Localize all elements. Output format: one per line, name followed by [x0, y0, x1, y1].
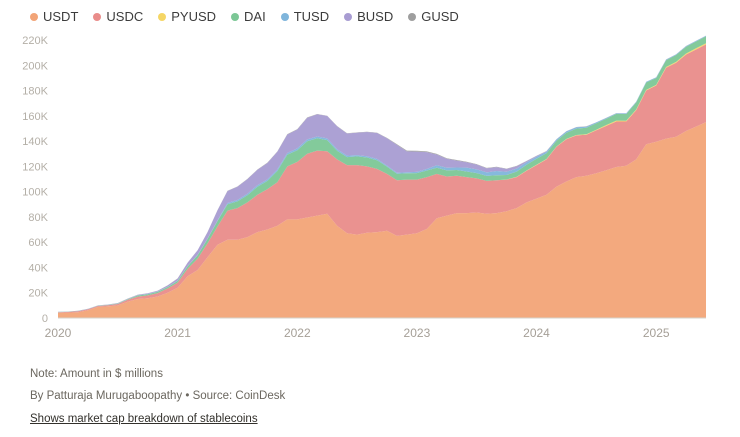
legend-label-usdt: USDT [43, 9, 79, 24]
y-axis-label: 0 [42, 313, 48, 325]
y-axis-label: 160K [22, 111, 48, 123]
legend-item-pyusd[interactable]: PYUSD [158, 9, 216, 24]
x-axis-label: 2023 [404, 326, 431, 340]
chart-note: Note: Amount in $ millions [30, 368, 163, 380]
dai-color-dot-icon [231, 12, 240, 21]
legend-item-dai[interactable]: DAI [231, 9, 266, 24]
x-axis-label: 2025 [643, 326, 670, 340]
chart-byline: By Patturaja Murugaboopathy • Source: Co… [30, 390, 286, 402]
y-axis-label: 40K [28, 262, 48, 274]
x-axis-label: 2020 [45, 326, 72, 340]
x-axis-label: 2024 [523, 326, 550, 340]
legend-item-gusd[interactable]: GUSD [408, 9, 459, 24]
y-axis-label: 120K [22, 161, 48, 173]
legend-item-usdt[interactable]: USDT [30, 9, 78, 24]
usdc-color-dot-icon [93, 12, 102, 21]
x-axis-label: 2021 [164, 326, 191, 340]
x-axis-label: 2022 [284, 326, 311, 340]
legend-label-usdc: USDC [106, 9, 144, 24]
y-axis-label: 60K [28, 237, 48, 249]
y-axis-label: 220K [22, 35, 48, 47]
gusd-color-dot-icon [408, 12, 417, 21]
y-axis-label: 80K [28, 212, 48, 224]
chart-footer: Note: Amount in $ millions By Patturaja … [0, 368, 740, 425]
legend-item-busd[interactable]: BUSD [344, 9, 393, 24]
y-axis-label: 200K [22, 60, 48, 72]
busd-color-dot-icon [344, 12, 353, 21]
y-axis-label: 180K [22, 86, 48, 98]
chart-canvas: 0 20K 40K 60K 80K 100K 120K 140K 160K 180K 200K 220… [22, 35, 706, 340]
legend-label-gusd: GUSD [421, 9, 459, 24]
area-usdc [58, 44, 706, 313]
chart-legend: USDT USDC PYUSD DAI TUSD BUSD GUSD [0, 0, 740, 24]
stacked-area-chart: 0 20K 40K 60K 80K 100K 120K 140K 160K 180K 200K 220… [0, 26, 740, 356]
chart-caption-row: Shows market cap breakdown of stablecoin… [30, 413, 740, 425]
legend-item-tusd[interactable]: TUSD [280, 9, 330, 24]
pyusd-color-dot-icon [158, 12, 167, 21]
chart-caption: Shows market cap breakdown of stablecoin… [30, 413, 258, 425]
legend-label-busd: BUSD [357, 9, 394, 24]
legend-label-dai: DAI [244, 9, 266, 24]
y-axis-label: 140K [22, 136, 48, 148]
tusd-color-dot-icon [280, 12, 289, 21]
y-axis-label: 100K [22, 187, 48, 199]
legend-label-pyusd: PYUSD [171, 9, 217, 24]
area-usdt [58, 122, 706, 318]
usdt-color-dot-icon [30, 12, 38, 21]
y-axis-label: 20K [28, 288, 48, 300]
legend-label-tusd: TUSD [293, 9, 330, 24]
legend-item-usdc[interactable]: USDC [93, 9, 143, 24]
